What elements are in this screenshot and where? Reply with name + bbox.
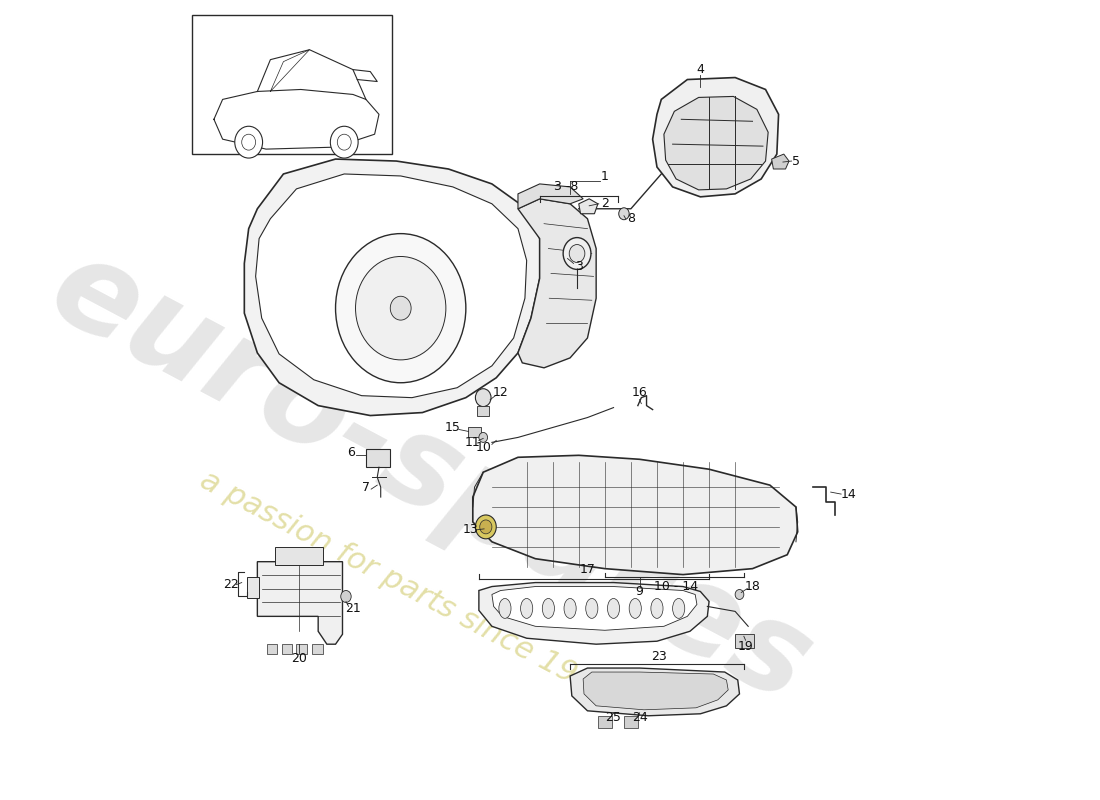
Circle shape (330, 126, 359, 158)
Text: 17: 17 (580, 563, 595, 576)
Bar (624, 716, 638, 728)
Polygon shape (518, 199, 596, 368)
Polygon shape (570, 668, 739, 716)
Text: 4: 4 (696, 63, 704, 76)
Text: 3: 3 (575, 260, 583, 273)
Circle shape (475, 389, 491, 406)
Polygon shape (664, 97, 768, 190)
Ellipse shape (564, 598, 576, 618)
Text: 5: 5 (792, 154, 800, 167)
Polygon shape (579, 199, 598, 214)
Text: 21: 21 (345, 602, 361, 615)
Polygon shape (771, 154, 789, 169)
Circle shape (234, 126, 263, 158)
Bar (469, 427, 481, 438)
Text: 24: 24 (631, 711, 648, 724)
Text: 20: 20 (292, 652, 307, 665)
Ellipse shape (607, 598, 619, 618)
Ellipse shape (520, 598, 532, 618)
Text: 14: 14 (840, 487, 856, 501)
Polygon shape (257, 562, 342, 644)
Bar (282, 644, 293, 654)
Text: 16: 16 (631, 386, 648, 399)
Text: 3 -8: 3 -8 (554, 180, 579, 194)
Text: 9: 9 (636, 585, 644, 598)
Text: 6: 6 (348, 446, 355, 459)
Text: 2: 2 (601, 198, 608, 210)
Ellipse shape (651, 598, 663, 618)
Polygon shape (492, 586, 697, 630)
Text: euro-spares: euro-spares (31, 226, 832, 728)
Ellipse shape (629, 598, 641, 618)
Text: 22: 22 (223, 578, 239, 591)
Ellipse shape (499, 598, 512, 618)
Circle shape (480, 520, 492, 534)
Bar (735, 634, 755, 648)
Circle shape (618, 208, 629, 220)
Text: 10: 10 (475, 441, 492, 454)
Polygon shape (473, 455, 798, 574)
Circle shape (390, 296, 411, 320)
Ellipse shape (672, 598, 685, 618)
Bar (275, 546, 322, 565)
Text: 13: 13 (462, 523, 478, 536)
Bar (312, 644, 322, 654)
Circle shape (336, 234, 465, 382)
Bar (366, 450, 390, 467)
Polygon shape (652, 78, 779, 197)
Text: 18: 18 (745, 580, 760, 593)
Bar (297, 644, 307, 654)
Text: 1: 1 (601, 170, 608, 183)
Text: 19: 19 (738, 640, 754, 653)
Polygon shape (518, 184, 583, 209)
Text: 12: 12 (493, 386, 508, 399)
Polygon shape (583, 672, 728, 710)
Bar (267, 644, 277, 654)
Circle shape (563, 238, 591, 270)
Text: 15: 15 (444, 421, 461, 434)
Ellipse shape (542, 598, 554, 618)
Circle shape (355, 257, 446, 360)
Bar (246, 577, 260, 598)
Circle shape (478, 433, 487, 442)
Bar (477, 406, 490, 415)
Bar (598, 716, 612, 728)
Text: 8: 8 (627, 212, 635, 226)
Bar (192, 15, 392, 154)
Ellipse shape (585, 598, 598, 618)
Text: 23: 23 (651, 650, 667, 662)
Text: 25: 25 (606, 711, 621, 724)
Text: 7: 7 (362, 481, 370, 494)
Circle shape (475, 515, 496, 539)
Circle shape (735, 590, 744, 599)
Polygon shape (255, 174, 527, 398)
Polygon shape (244, 159, 540, 415)
Text: 11: 11 (465, 436, 481, 449)
Text: a passion for parts since 1985: a passion for parts since 1985 (195, 466, 615, 707)
Circle shape (569, 245, 585, 262)
Polygon shape (478, 582, 710, 644)
Text: 10 - 14: 10 - 14 (654, 580, 698, 593)
Circle shape (341, 590, 351, 602)
